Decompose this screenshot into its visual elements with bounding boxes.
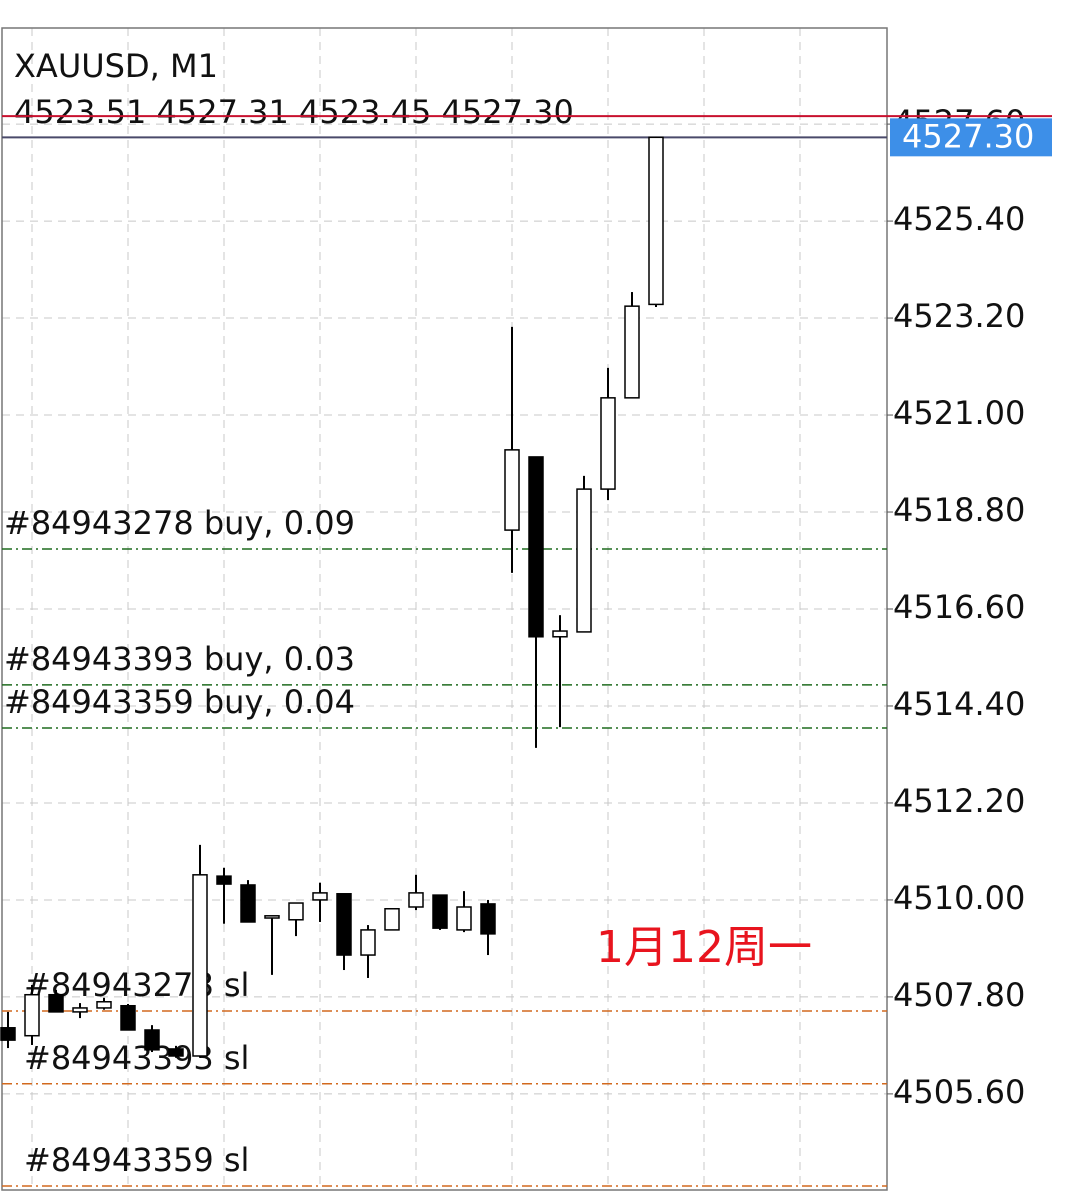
- chart-title: XAUUSD, M1: [14, 47, 218, 85]
- candle-body: [264, 915, 280, 919]
- candle-body: [240, 884, 256, 923]
- order-label: #84943393 sl: [24, 1039, 249, 1077]
- order-label: #84943278 buy, 0.09: [4, 504, 355, 542]
- candle-body: [312, 892, 328, 901]
- candle-body: [96, 1001, 112, 1009]
- candle-body: [0, 1027, 16, 1041]
- candle-body: [576, 488, 592, 633]
- y-tick-label: 4514.40: [893, 685, 1025, 723]
- order-label: #84943393 buy, 0.03: [4, 640, 355, 678]
- candle-body: [552, 630, 568, 638]
- y-tick-label: 4507.80: [893, 976, 1025, 1014]
- candle-body: [48, 993, 64, 1013]
- bid-label-box: [890, 118, 1052, 157]
- y-tick-label: 4505.60: [893, 1073, 1025, 1111]
- candle-body: [24, 993, 40, 1037]
- order-label: #84943359 sl: [24, 1141, 249, 1179]
- candle-body: [624, 305, 640, 399]
- candle-body: [480, 903, 496, 935]
- candle-body: [120, 1004, 136, 1031]
- grid: [2, 28, 887, 1190]
- candle-body: [408, 892, 424, 908]
- y-tick-label: 4510.00: [893, 879, 1025, 917]
- y-tick-label: 4516.60: [893, 588, 1025, 626]
- candle-body: [456, 906, 472, 931]
- y-tick-label: 4521.00: [893, 394, 1025, 432]
- y-tick-label: 4525.40: [893, 200, 1025, 238]
- y-tick-label: 4523.20: [893, 297, 1025, 335]
- candle-body: [504, 449, 520, 531]
- candle-body: [336, 893, 352, 956]
- candle-body: [648, 136, 664, 306]
- candle-body: [216, 875, 232, 885]
- candle-body: [192, 874, 208, 1057]
- y-tick-label: 4512.20: [893, 782, 1025, 820]
- annotation: 1月12周一: [596, 922, 812, 973]
- y-tick-label: 4518.80: [893, 491, 1025, 529]
- candle-body: [168, 1048, 184, 1057]
- candle-body: [360, 929, 376, 956]
- candle-body: [72, 1007, 88, 1013]
- candle-body: [600, 397, 616, 490]
- candle-body: [288, 902, 304, 921]
- candle-body: [432, 894, 448, 929]
- order-label: #84943359 buy, 0.04: [4, 683, 355, 721]
- candle-body: [144, 1029, 160, 1051]
- candle-body: [384, 908, 400, 931]
- bid-label: 4527.30: [902, 117, 1034, 155]
- ohlc-info: 4523.51 4527.31 4523.45 4527.30: [14, 93, 574, 131]
- candle-body: [528, 456, 544, 638]
